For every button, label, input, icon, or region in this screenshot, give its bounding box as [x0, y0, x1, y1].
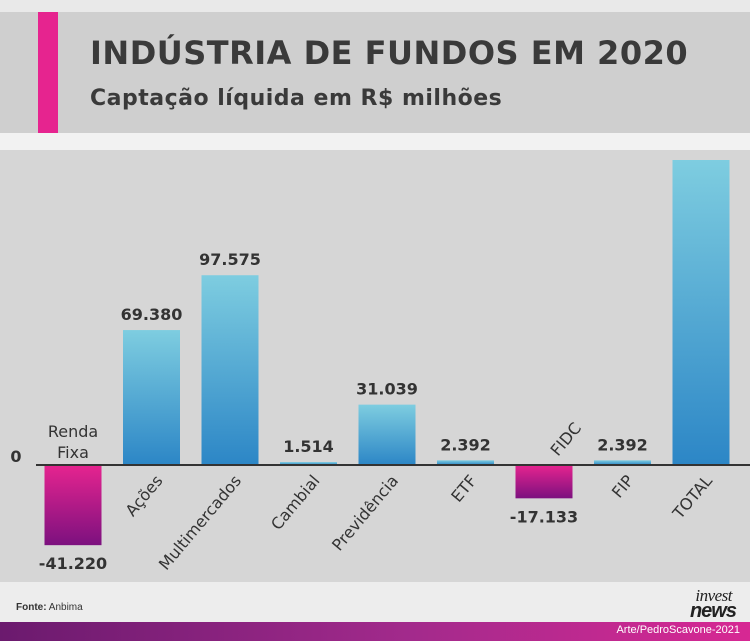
category-label-3: Cambial: [267, 471, 324, 533]
value-label-6: -17.133: [510, 507, 578, 526]
bar-4: [358, 404, 416, 465]
source-note: Fonte: Anbima: [16, 602, 83, 613]
value-label-7: 2.392: [597, 435, 648, 454]
chart-title: INDÚSTRIA DE FUNDOS EM 2020: [90, 34, 689, 72]
investnews-logo: invest news: [666, 586, 737, 622]
art-credit: Arte/PedroScavone-2021: [616, 624, 740, 636]
top-strip: [0, 0, 750, 12]
category-label-0: Renda Fixa: [48, 422, 98, 462]
logo-line2: news: [689, 600, 737, 622]
value-label-0: -41.220: [39, 554, 107, 573]
bar-5: [437, 460, 494, 465]
bar-6: [515, 465, 573, 499]
bar-2: [201, 275, 259, 465]
value-label-8: 156.821: [665, 150, 738, 154]
source-label: Fonte:: [16, 602, 47, 613]
category-label-6: FIDC: [547, 419, 586, 460]
value-label-5: 2.392: [440, 435, 491, 454]
header: INDÚSTRIA DE FUNDOS EM 2020 Captação líq…: [0, 12, 750, 133]
value-label-2: 97.575: [199, 250, 261, 269]
bar-0: [44, 465, 102, 546]
source-value: Anbima: [48, 602, 83, 613]
footer: Fonte: Anbima invest news: [0, 582, 750, 622]
category-label-4: Previdência: [328, 471, 402, 554]
category-label-1: Ações: [122, 471, 167, 520]
bottom-bar: Arte/PedroScavone-2021: [0, 622, 750, 641]
bar-chart: -41.220 Renda Fixa 69.380 Ações 97.575 Multime…: [10, 150, 750, 574]
bar-7: [594, 460, 651, 465]
value-label-1: 69.380: [121, 305, 183, 324]
chart-subtitle: Captação líquida em R$ milhões: [90, 86, 503, 111]
category-label-8: TOTAL: [668, 471, 716, 523]
logo-line1: invest: [695, 586, 732, 605]
gap-strip: [0, 133, 750, 150]
bar-3: [280, 462, 337, 465]
value-label-3: 1.514: [283, 437, 334, 456]
category-label-7: FIP: [608, 471, 638, 502]
bar-1: [123, 330, 180, 465]
category-label-5: ETF: [447, 471, 480, 506]
chart-area: -41.220 Renda Fixa 69.380 Ações 97.575 Multime…: [0, 150, 750, 582]
accent-bar: [38, 12, 58, 133]
category-label-2: Multimercados: [155, 471, 245, 573]
bar-8: [672, 160, 730, 465]
zero-label: 0: [10, 447, 21, 466]
value-label-4: 31.039: [356, 380, 418, 399]
